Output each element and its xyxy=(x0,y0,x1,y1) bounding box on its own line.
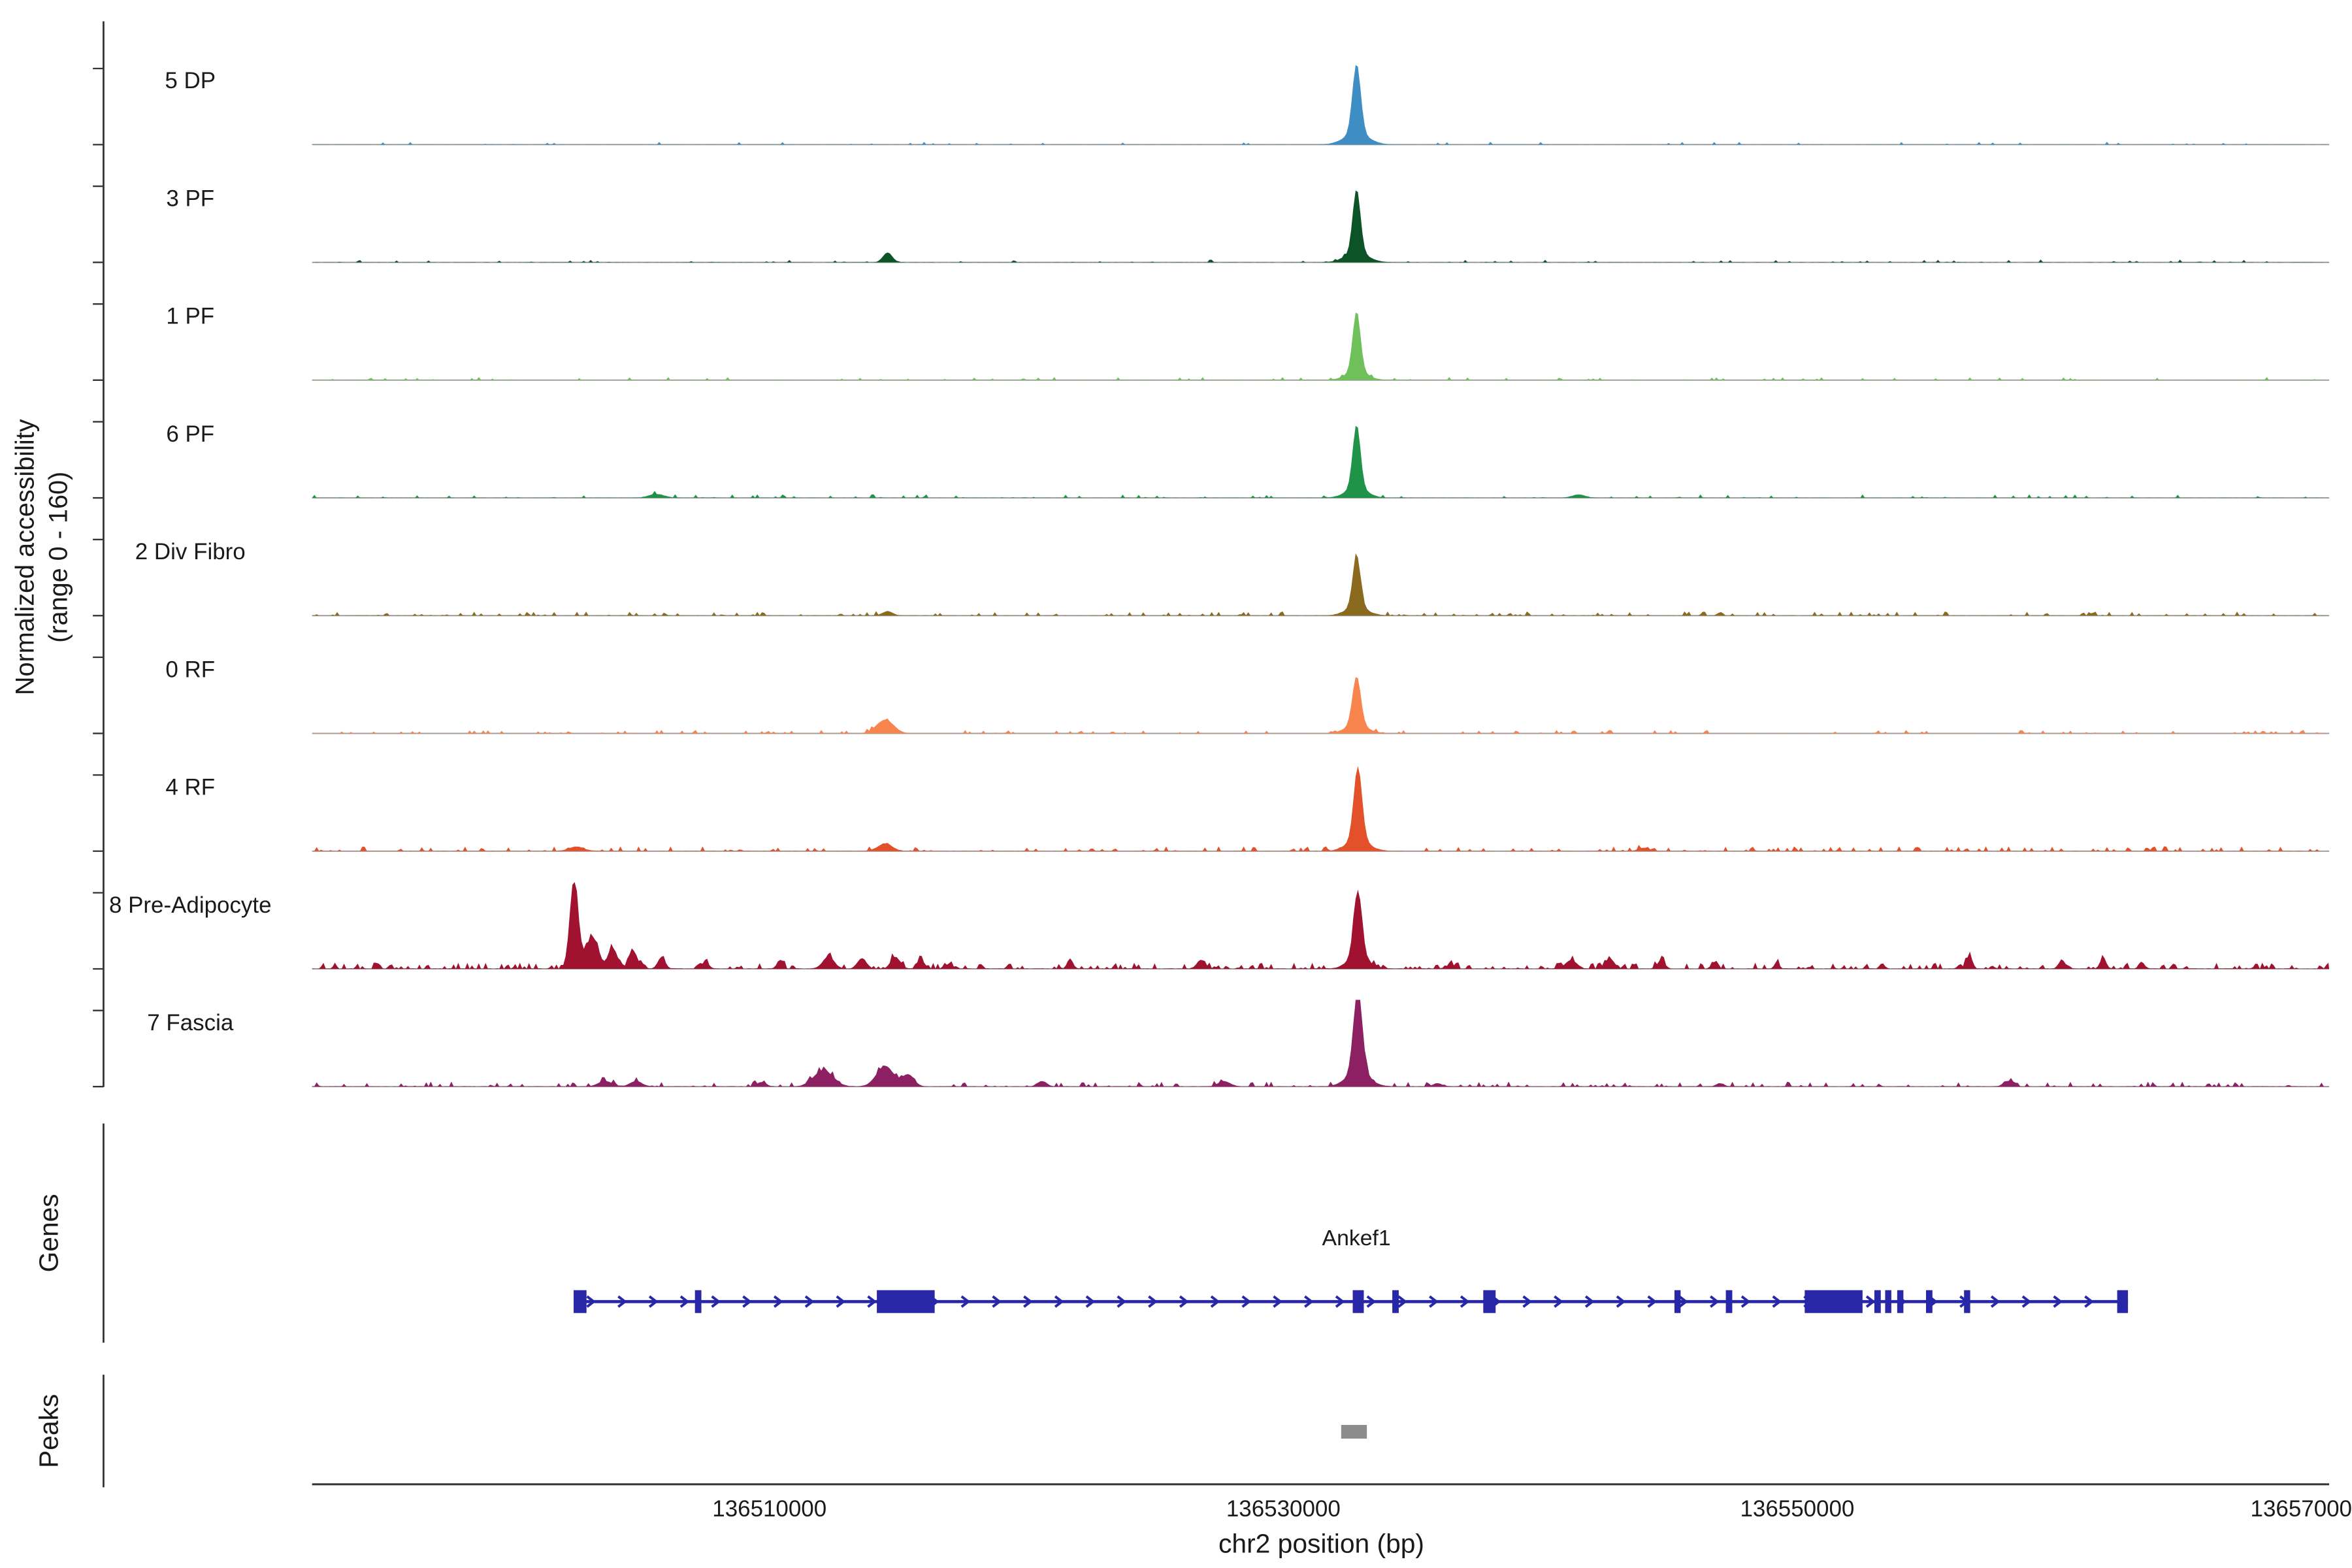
x-axis-tick-label: 136530000 xyxy=(1226,1496,1341,1522)
gene-exon xyxy=(1964,1290,1970,1313)
track-label-2-div-fibro: 2 Div Fibro xyxy=(135,539,246,564)
gene-strand-arrow xyxy=(1772,1295,1782,1308)
gene-strand-arrow xyxy=(711,1295,721,1308)
gene-strand-arrow xyxy=(617,1295,627,1308)
peaks-section-label: Peaks xyxy=(34,1394,64,1468)
x-axis-layer: 136510000 136530000 136550000 13657000 xyxy=(312,1483,2352,1522)
gene-exon xyxy=(2117,1290,2129,1313)
track-label-3-pf: 3 PF xyxy=(166,186,214,211)
axis-brackets-layer xyxy=(93,21,105,1488)
gene-strand-arrow xyxy=(1522,1295,1533,1308)
gene-exon xyxy=(1874,1290,1881,1313)
gene-exon xyxy=(574,1290,587,1313)
genes-section-label: Genes xyxy=(34,1194,64,1272)
gene-strand-arrow xyxy=(1054,1295,1064,1308)
gene-strand-arrow xyxy=(1273,1295,1282,1308)
gene-strand-arrow xyxy=(992,1295,1002,1308)
gene-strand-arrow xyxy=(773,1295,783,1308)
track-area-1-pf xyxy=(312,312,2330,380)
track-label-6-pf: 6 PF xyxy=(166,421,214,447)
track-label-8-pre-adipocyte: 8 Pre-Adipocyte xyxy=(109,892,272,918)
gene-strand-arrow xyxy=(1303,1295,1314,1308)
gene-exon xyxy=(694,1290,702,1313)
gene-strand-arrow xyxy=(1460,1295,1470,1308)
coverage-tracks-layer: 5 DP 3 PF 1 PF 6 PF 2 Div Fibro 0 RF 4 RF 8 Pre… xyxy=(109,65,2330,1088)
gene-strand-arrow xyxy=(1023,1295,1033,1308)
gene-strand-arrow xyxy=(1366,1295,1377,1308)
gene-strand-arrow xyxy=(1709,1295,1720,1308)
peaks-layer xyxy=(1341,1424,1367,1439)
gene-strand-arrow xyxy=(1210,1295,1220,1308)
x-axis-tick-label: 136510000 xyxy=(712,1496,826,1522)
gene-strand-arrow xyxy=(1584,1295,1595,1308)
gene-strand-arrow xyxy=(1117,1295,1127,1308)
gene-exon xyxy=(1925,1290,1933,1313)
gene-exon xyxy=(1392,1290,1399,1313)
gene-strand-arrow xyxy=(1148,1295,1158,1308)
track-area-3-pf xyxy=(312,190,2330,263)
track-area-8-pre-adipocyte xyxy=(312,882,2330,969)
track-area-2-div-fibro xyxy=(312,553,2330,616)
gene-strand-arrow xyxy=(1678,1295,1688,1308)
gene-strand-arrow xyxy=(1397,1295,1407,1308)
y-axis-label-line1: Normalized accessibility xyxy=(10,419,39,695)
track-label-1-pf: 1 PF xyxy=(166,304,214,329)
gene-strand-arrow xyxy=(1554,1295,1563,1308)
gene-strand-arrow xyxy=(1085,1295,1096,1308)
gene-exon xyxy=(877,1290,935,1313)
gene-strand-arrow xyxy=(679,1295,690,1308)
gene-strand-arrow xyxy=(1647,1295,1658,1308)
gene-strand-arrow xyxy=(804,1295,815,1308)
gene-exon xyxy=(1674,1290,1681,1313)
gene-exon xyxy=(1352,1290,1364,1313)
gene-name-label: Ankef1 xyxy=(1322,1226,1391,1250)
track-area-0-rf xyxy=(312,677,2330,734)
gene-strand-arrow xyxy=(2053,1295,2063,1308)
gene-strand-arrow xyxy=(1241,1295,1252,1308)
gene-strand-arrow xyxy=(2084,1295,2094,1308)
track-area-5-dp xyxy=(312,65,2330,145)
gene-exon xyxy=(1805,1290,1863,1313)
track-label-4-rf: 4 RF xyxy=(165,775,215,800)
track-area-7-fascia xyxy=(312,1000,2330,1087)
gene-exon xyxy=(1725,1290,1733,1313)
x-axis-tick-label: 136550000 xyxy=(1740,1496,1854,1522)
gene-strand-arrow xyxy=(586,1295,596,1308)
gene-strand-arrow xyxy=(648,1295,659,1308)
gene-strand-arrow xyxy=(867,1295,877,1308)
x-axis-tick-label: 13657000 xyxy=(2251,1496,2352,1522)
gene-strand-arrow xyxy=(1429,1295,1439,1308)
gene-strand-arrow xyxy=(742,1295,752,1308)
gene-strand-arrow xyxy=(1179,1295,1189,1308)
gene-exon xyxy=(1897,1290,1904,1313)
gene-exon xyxy=(1483,1290,1496,1313)
gene-exon xyxy=(1885,1290,1891,1313)
gene-strand-arrow xyxy=(836,1295,846,1308)
gene-strand-arrow xyxy=(1990,1295,2001,1308)
gene-strand-arrow xyxy=(1740,1295,1751,1308)
gene-strand-arrow xyxy=(1616,1295,1626,1308)
track-label-7-fascia: 7 Fascia xyxy=(147,1010,234,1036)
gene-model-layer xyxy=(574,1290,2129,1313)
track-area-4-rf xyxy=(312,766,2330,851)
track-area-6-pf xyxy=(312,425,2330,498)
peak-region-marker xyxy=(1341,1424,1367,1439)
gene-strand-arrow xyxy=(960,1295,971,1308)
track-label-0-rf: 0 RF xyxy=(165,657,215,682)
track-label-5-dp: 5 DP xyxy=(165,68,216,93)
y-axis-label-line2: (range 0 - 160) xyxy=(44,472,73,643)
gene-strand-arrow xyxy=(1335,1295,1345,1308)
x-axis-title: chr2 position (bp) xyxy=(1218,1529,1424,1559)
gene-strand-arrow xyxy=(2021,1295,2032,1308)
gene-strand-arrow xyxy=(1865,1295,1876,1308)
